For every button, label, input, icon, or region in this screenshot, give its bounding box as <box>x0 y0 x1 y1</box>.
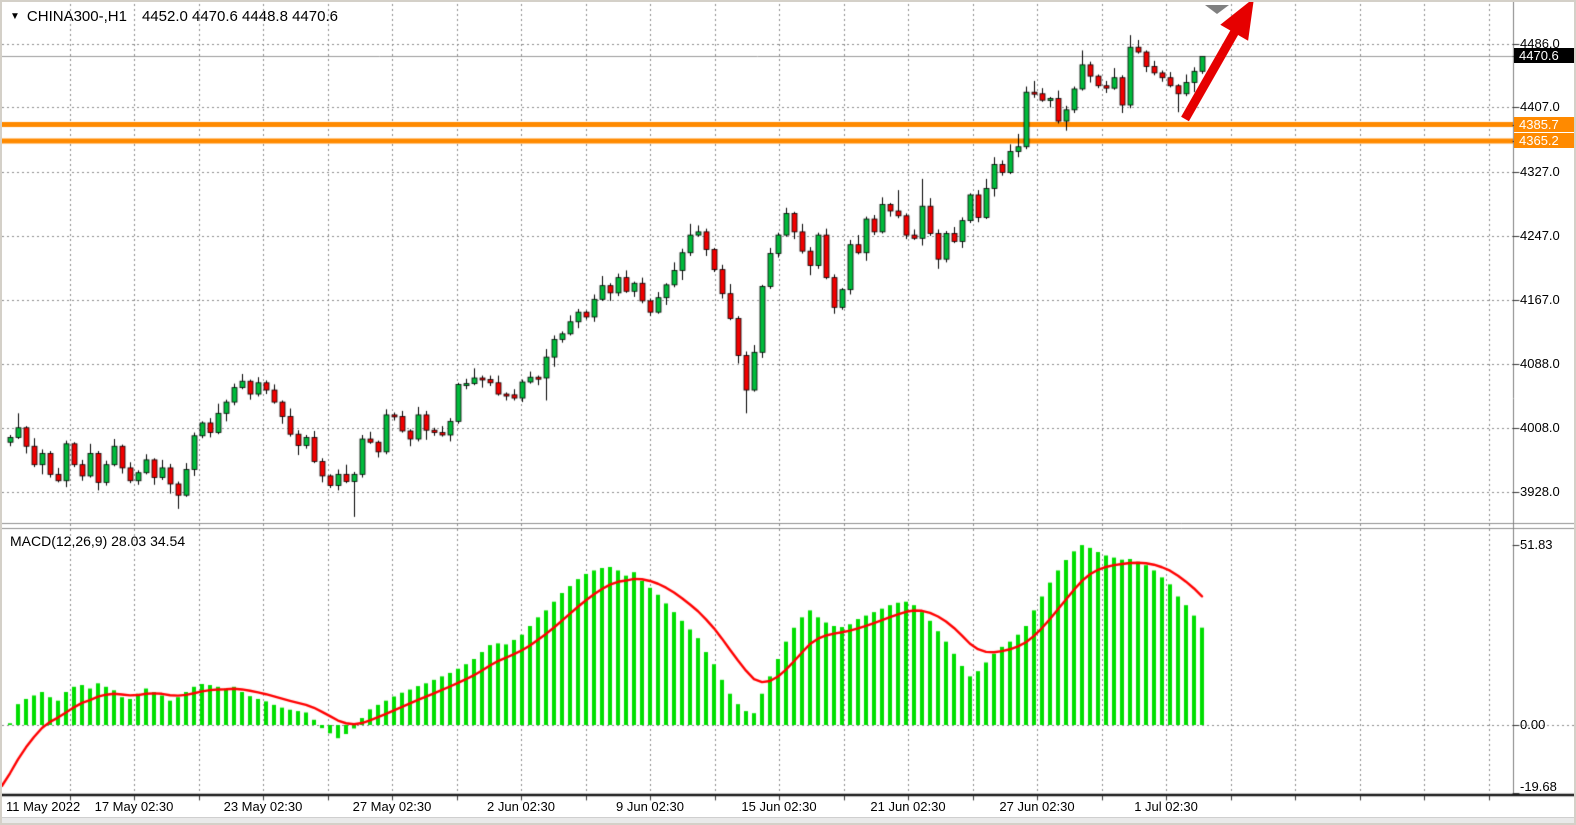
price-axis-label: 4247.0 <box>1520 228 1560 243</box>
ohlc-readout: 4452.0 4470.6 4448.8 4470.6 <box>141 8 338 25</box>
symbol-title: ▼ CHINA300-,H1 4452.0 4470.6 4448.8 4470… <box>10 8 338 25</box>
price-axis-label: 4008.0 <box>1520 420 1560 435</box>
time-axis-label: 2 Jun 02:30 <box>487 799 555 814</box>
level-price-badge: 4365.2 <box>1514 133 1574 148</box>
macd-indicator-label: MACD(12,26,9) 28.03 34.54 <box>10 533 186 549</box>
time-axis-label: 27 May 02:30 <box>352 799 432 814</box>
time-axis-label: 21 Jun 02:30 <box>870 799 946 814</box>
price-axis-label: 4407.0 <box>1520 99 1560 114</box>
bottom-status-strip <box>2 817 1574 823</box>
price-axis-label: 4088.0 <box>1520 356 1560 371</box>
price-axis-label: 4486.0 <box>1520 36 1560 51</box>
symbol-name: CHINA300-,H1 <box>26 8 127 25</box>
current-price-badge: 4470.6 <box>1514 48 1574 63</box>
macd-axis-label: 0.00 <box>1520 717 1546 732</box>
level-price-badge: 4385.7 <box>1514 117 1574 132</box>
symbol-dropdown-icon[interactable]: ▼ <box>10 11 20 22</box>
trend-arrow-annotation[interactable] <box>1181 2 1254 122</box>
macd-axis-label: -19.68 <box>1520 779 1557 794</box>
time-axis-label: 23 May 02:30 <box>223 799 303 814</box>
time-axis-label: 1 Jul 02:30 <box>1134 799 1198 814</box>
time-axis-label: 27 Jun 02:30 <box>999 799 1075 814</box>
time-axis-label: 17 May 02:30 <box>94 799 174 814</box>
price-axis-label: 3928.0 <box>1520 484 1560 499</box>
time-axis-label: 15 Jun 02:30 <box>741 799 817 814</box>
time-axis-label: 9 Jun 02:30 <box>616 799 684 814</box>
price-axis-label: 4167.0 <box>1520 292 1560 307</box>
price-axis-label: 4327.0 <box>1520 164 1560 179</box>
time-axis-label: 11 May 2022 <box>6 799 81 814</box>
macd-axis-label: 51.83 <box>1520 537 1553 552</box>
